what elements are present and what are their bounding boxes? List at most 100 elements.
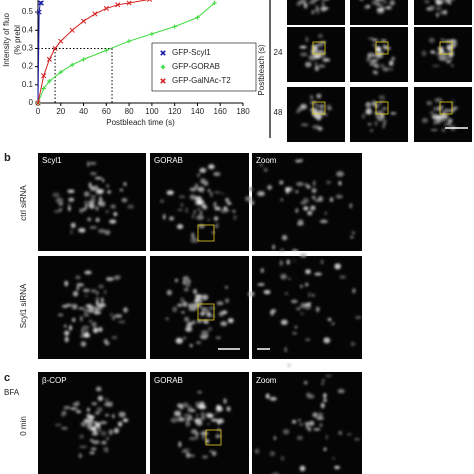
x-tick-label: 100: [145, 107, 159, 116]
speckle: [90, 447, 97, 451]
speckle: [99, 201, 106, 207]
speckle: [350, 236, 354, 239]
speckle: [201, 205, 207, 208]
speckle: [380, 64, 385, 68]
speckle: [389, 0, 395, 6]
speckle: [213, 201, 217, 208]
speckle: [207, 422, 210, 426]
speckle: [303, 2, 308, 9]
speckle: [249, 187, 254, 192]
speckle: [104, 290, 107, 295]
signal: [165, 276, 234, 347]
speckle: [91, 440, 100, 444]
speckle: [299, 45, 307, 49]
speckle: [272, 244, 275, 250]
speckle: [127, 204, 135, 209]
marker: [37, 0, 43, 6]
speckle: [216, 301, 224, 306]
speckle: [215, 336, 221, 339]
speckle: [365, 108, 372, 115]
speckle: [196, 341, 201, 344]
speckle: [95, 422, 101, 428]
speckle: [220, 208, 228, 214]
marker: [92, 11, 98, 17]
speckle: [263, 168, 268, 172]
speckle: [208, 306, 216, 310]
speckle: [313, 180, 316, 187]
legend-label: GFP-Scyl1: [172, 48, 211, 57]
speckle: [339, 275, 346, 279]
zoom-box: [197, 303, 215, 321]
speckle: [304, 282, 309, 287]
speckle: [182, 402, 189, 408]
speckle: [72, 291, 79, 297]
speckle: [94, 411, 100, 415]
x-axis-label: Postbleach time (s): [106, 118, 175, 127]
speckle: [382, 1, 388, 4]
speckle: [106, 184, 109, 188]
speckle: [441, 113, 449, 119]
speckle: [79, 445, 88, 449]
speckle: [70, 407, 78, 411]
speckle: [69, 325, 73, 331]
speckle: [369, 129, 374, 132]
speckle: [218, 311, 224, 317]
speckle: [225, 197, 230, 203]
speckle: [189, 437, 196, 441]
speckle: [281, 235, 288, 241]
speckle: [165, 317, 169, 320]
speckle: [432, 106, 438, 112]
zoom-box: [312, 101, 326, 115]
speckle: [320, 259, 324, 265]
speckle: [67, 203, 71, 206]
speckle: [118, 411, 126, 418]
speckle: [451, 64, 454, 68]
speckle: [97, 427, 102, 432]
speckle: [316, 42, 324, 48]
speckle: [305, 422, 309, 425]
x-tick-label: 80: [125, 107, 134, 116]
speckle: [97, 395, 104, 402]
marker: [41, 73, 47, 79]
speckle: [300, 52, 308, 57]
speckle: [318, 64, 326, 68]
speckle: [317, 412, 324, 417]
speckle: [323, 392, 327, 399]
signal: [248, 253, 362, 367]
legend-label: GFP-GalNAc-T2: [172, 76, 231, 85]
speckle: [299, 305, 306, 309]
speckle: [80, 315, 83, 322]
speckle: [172, 306, 178, 313]
speckle: [367, 122, 372, 126]
signal: [55, 386, 129, 459]
speckle: [249, 200, 255, 205]
signal: [296, 0, 329, 15]
speckle: [366, 104, 372, 110]
speckle: [88, 182, 92, 188]
speckle: [386, 68, 394, 71]
speckle: [314, 61, 318, 67]
speckle: [216, 418, 225, 424]
speckle: [180, 297, 185, 303]
speckle: [269, 451, 276, 457]
speckle: [81, 328, 84, 335]
speckle: [424, 0, 430, 4]
marker: [172, 24, 177, 29]
speckle: [185, 452, 191, 458]
marker: [36, 9, 42, 15]
row-label: Scyl1 siRNA: [19, 283, 28, 328]
speckle: [178, 441, 182, 448]
speckle: [432, 64, 440, 67]
speckle: [100, 297, 104, 304]
speckle: [279, 260, 283, 266]
column-label: Zoom: [256, 156, 277, 165]
speckle: [174, 410, 182, 417]
speckle: [257, 283, 265, 286]
speckle: [280, 198, 283, 202]
speckle: [444, 1, 449, 4]
speckle: [430, 129, 438, 132]
speckle: [291, 420, 297, 424]
speckle: [189, 454, 196, 457]
speckle: [337, 388, 345, 394]
x-tick-label: 140: [191, 107, 205, 116]
